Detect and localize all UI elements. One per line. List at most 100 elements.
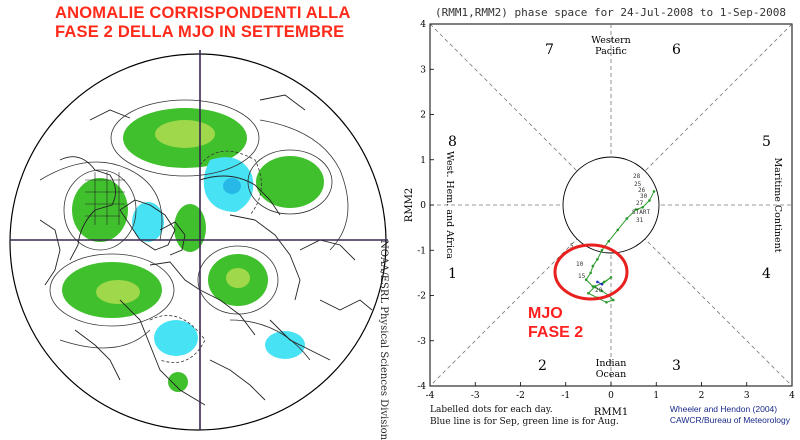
map-credit: NOAA/ESRL Physical Sciences Division xyxy=(374,0,394,440)
map-title-line1: ANOMALIE CORRISPONDENTI ALLA xyxy=(55,4,351,22)
phase-number-3: 3 xyxy=(672,358,681,374)
region-top-line1: Western xyxy=(591,35,631,46)
map-credit-text: NOAA/ESRL Physical Sciences Division xyxy=(378,240,389,440)
y-tick-label: 0 xyxy=(420,201,426,211)
x-tick-label: 2 xyxy=(699,391,705,401)
negative-anomaly-areas xyxy=(132,157,305,359)
series-point xyxy=(611,298,615,302)
map-contents xyxy=(39,94,373,406)
day-label: 31 xyxy=(636,217,644,224)
region-right: Maritime Continent xyxy=(772,157,783,252)
series-point xyxy=(600,248,604,252)
coastline xyxy=(269,319,331,361)
contour xyxy=(229,319,311,361)
phase-number-5: 5 xyxy=(762,134,771,150)
coastline xyxy=(229,214,301,301)
contour-negative xyxy=(149,315,206,363)
day-label: 25 xyxy=(634,181,642,188)
series-point xyxy=(587,291,590,295)
phase-number-1: 1 xyxy=(448,266,457,282)
mjo-annotation-line1: MJO xyxy=(528,305,563,322)
positive-anomaly-north-core xyxy=(155,120,215,148)
positive-anomaly-south xyxy=(168,372,188,392)
mjo-annotation: MJO FASE 2 xyxy=(528,304,583,342)
coastline xyxy=(199,175,281,216)
day-label: 5 xyxy=(570,243,574,250)
day-label: 10 xyxy=(576,261,584,268)
positive-anomaly-atlantic-core xyxy=(96,280,140,304)
series-point xyxy=(607,239,611,243)
polar-anomaly-map xyxy=(9,50,388,431)
y-tick-label: 4 xyxy=(420,20,426,30)
series-point xyxy=(605,300,608,304)
series-point xyxy=(591,264,595,268)
coastline xyxy=(39,219,61,286)
y-tick-label: -2 xyxy=(417,292,426,302)
phase-number-6: 6 xyxy=(672,42,681,58)
legend-line1: Labelled dots for each day. xyxy=(430,405,553,415)
day-labels: 25 26 27 28 30 31 START 5 10 15 20 xyxy=(570,173,650,294)
y-tick-label: -4 xyxy=(417,382,426,392)
x-tick-label: -1 xyxy=(561,391,570,401)
credit-line2: CAWCR/Bureau of Meteorology xyxy=(669,415,790,425)
day-label: 26 xyxy=(638,187,646,194)
state-borders xyxy=(85,172,125,225)
contour xyxy=(49,253,175,327)
coastline xyxy=(89,109,131,121)
coastline xyxy=(119,299,206,406)
y-tick-labels: 4 3 2 1 0 -1 -2 -3 -4 xyxy=(417,20,434,392)
negative-anomaly-south xyxy=(154,320,198,356)
y-tick-label: -1 xyxy=(417,246,426,256)
x-tick-labels: -4 -3 -2 -1 0 1 2 3 4 xyxy=(426,382,795,401)
positive-anomaly-pole xyxy=(174,204,206,252)
series-point xyxy=(593,285,597,288)
coastline xyxy=(299,239,356,261)
coastline xyxy=(259,94,306,111)
phase-number-8: 8 xyxy=(448,134,457,150)
coastline xyxy=(209,359,266,401)
mjo-annotation-line2: FASE 2 xyxy=(528,324,584,341)
contour xyxy=(110,99,260,177)
series-point xyxy=(616,228,620,232)
contour xyxy=(59,329,151,349)
positive-anomaly-siberia-core xyxy=(226,268,250,288)
series-point xyxy=(602,280,606,284)
chart-title: (RMM1,RMM2) phase space for 24-Jul-2008 … xyxy=(435,6,786,19)
coastline xyxy=(74,329,121,381)
series-point xyxy=(641,205,644,209)
positive-anomaly-greenland xyxy=(72,178,128,242)
x-tick-label: -4 xyxy=(426,391,435,401)
series-point xyxy=(634,208,638,211)
series-point xyxy=(589,271,592,275)
y-tick-label: 1 xyxy=(420,156,426,166)
x-tick-label: 4 xyxy=(789,391,795,401)
chart-legend-note: Labelled dots for each day. Blue line is… xyxy=(430,404,619,428)
contour xyxy=(259,119,349,251)
x-tick-label: 3 xyxy=(744,391,750,401)
series-point xyxy=(596,280,599,284)
day-label: 27 xyxy=(636,200,644,207)
x-axis-label: RMM1 xyxy=(594,407,628,418)
chart-credit: Wheeler and Hendon (2004) CAWCR/Bureau o… xyxy=(670,404,790,426)
x-tick-label: 1 xyxy=(653,391,659,401)
negative-anomaly-northeast-core xyxy=(223,178,241,194)
coastline xyxy=(319,299,373,311)
series-point xyxy=(625,217,629,220)
x-tick-label: -2 xyxy=(516,391,525,401)
y-tick-label: 3 xyxy=(420,65,426,75)
border xyxy=(85,172,125,225)
anomaly-map-panel: ANOMALIE CORRISPONDENTI ALLA FASE 2 DELL… xyxy=(0,0,400,440)
series-point xyxy=(648,199,651,202)
phase-number-4: 4 xyxy=(762,266,771,282)
region-top-line2: Pacific xyxy=(595,46,627,57)
region-bottom-line2: Ocean xyxy=(596,369,627,380)
day-label: 20 xyxy=(595,287,603,294)
day-label: 15 xyxy=(578,273,586,280)
map-title: ANOMALIE CORRISPONDENTI ALLA FASE 2 DELL… xyxy=(55,4,395,42)
x-tick-label: -3 xyxy=(471,391,480,401)
region-left: West. Hem. and Africa xyxy=(444,151,455,259)
contour xyxy=(63,169,137,251)
legend-line2: Blue line is for Sep, green line is for … xyxy=(430,417,619,427)
negative-anomaly-southeast xyxy=(265,331,305,359)
